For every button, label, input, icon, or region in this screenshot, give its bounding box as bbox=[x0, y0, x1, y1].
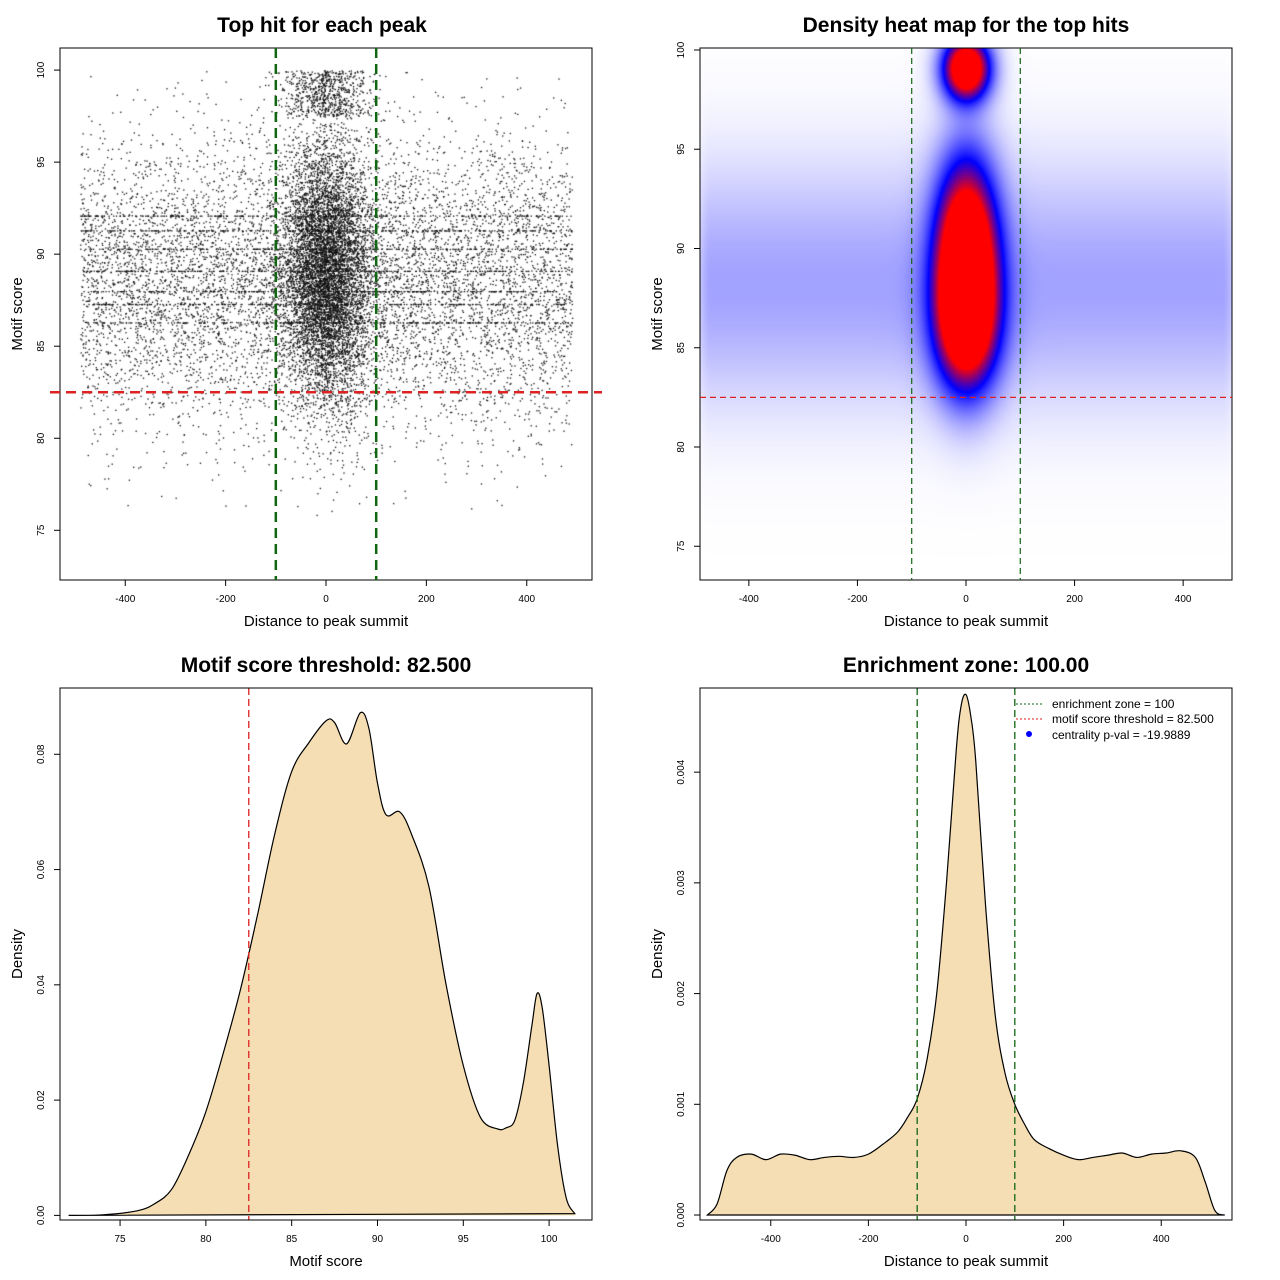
score-density-x-tick-label: 90 bbox=[372, 1234, 384, 1245]
scatter-plot-area bbox=[60, 48, 592, 580]
distance-density-x-tick-label: 400 bbox=[1153, 1234, 1170, 1245]
legend-enrichment-zone-label: enrichment zone = 100 bbox=[1052, 697, 1175, 711]
score-density-curve bbox=[68, 711, 576, 1216]
heatmap-x-tick-label: -200 bbox=[847, 594, 867, 605]
legend-score-threshold-label: motif score threshold = 82.500 bbox=[1052, 712, 1214, 726]
score-density-y-tick-label: 0.00 bbox=[36, 1205, 47, 1225]
distance-density-legend: enrichment zone = 100 motif score thresh… bbox=[1016, 697, 1214, 742]
distance-density-y-tick-label: 0.001 bbox=[676, 1091, 687, 1116]
distance-density-area bbox=[707, 694, 1225, 1216]
score-density-panel: Motif score threshold: 82.500 75 80 85 90 95… bbox=[9, 654, 593, 1270]
distance-density-y-tick-label: 0.004 bbox=[676, 759, 687, 784]
heatmap-x-tick-label: 200 bbox=[1066, 594, 1083, 605]
scatter-y-tick-label: 90 bbox=[36, 248, 47, 260]
score-density-x-tick-label: 85 bbox=[286, 1234, 298, 1245]
scatter-y-axis-label: Motif score bbox=[9, 277, 26, 350]
score-density-y-tick-label: 0.06 bbox=[36, 859, 47, 879]
heatmap-y-tick-label: 80 bbox=[676, 441, 687, 453]
distance-density-title: Enrichment zone: 100.00 bbox=[843, 654, 1089, 677]
score-density-frame bbox=[59, 687, 593, 1221]
heatmap-x-tick-label: 400 bbox=[1175, 594, 1192, 605]
scatter-y-tick-label: 75 bbox=[36, 524, 47, 536]
heatmap-y-tick-label: 90 bbox=[676, 242, 687, 254]
heatmap-panel: Density heat map for the top hits -400 -2… bbox=[649, 14, 1233, 630]
scatter-x-axis-label: Distance to peak summit bbox=[244, 613, 409, 630]
legend-pval-label: centrality p-val = -19.9889 bbox=[1052, 728, 1191, 742]
scatter-y-tick-label: 80 bbox=[36, 432, 47, 444]
score-density-x-tick-label: 75 bbox=[115, 1234, 127, 1245]
distance-density-curve bbox=[705, 693, 1225, 1216]
distance-density-x-axis-label: Distance to peak summit bbox=[884, 1253, 1049, 1270]
score-density-y-axis-label: Density bbox=[9, 928, 26, 979]
distance-density-x-tick-label: 0 bbox=[963, 1234, 969, 1245]
scatter-x-tick-label: 400 bbox=[518, 594, 535, 605]
heatmap-title: Density heat map for the top hits bbox=[803, 14, 1130, 37]
score-density-y-tick-label: 0.02 bbox=[36, 1090, 47, 1110]
heatmap-x-axis-label: Distance to peak summit bbox=[884, 613, 1049, 630]
heatmap-y-axis-label: Motif score bbox=[649, 277, 666, 350]
distance-density-y-tick-label: 0.003 bbox=[676, 870, 687, 895]
distance-density-y-tick-label: 0.000 bbox=[676, 1202, 687, 1227]
scatter-x-tick-label: 200 bbox=[418, 594, 435, 605]
heatmap-y-tick-label: 100 bbox=[676, 41, 687, 58]
distance-density-y-axis-label: Density bbox=[649, 928, 666, 979]
score-density-y-tick-label: 0.08 bbox=[36, 744, 47, 764]
score-density-y-tick-label: 0.04 bbox=[36, 975, 47, 995]
scatter-x-tick-label: -200 bbox=[216, 594, 236, 605]
distance-density-x-tick-label: -400 bbox=[761, 1234, 781, 1245]
heatmap-x-tick-label: -400 bbox=[739, 594, 759, 605]
distance-density-y-tick-label: 0.002 bbox=[676, 981, 687, 1006]
heatmap-y-tick-label: 85 bbox=[676, 342, 687, 354]
scatter-x-tick-label: -400 bbox=[115, 594, 135, 605]
scatter-panel: Top hit for each peak -400 -200 0 200 400 75 8… bbox=[9, 14, 602, 630]
scatter-x-tick-label: 0 bbox=[323, 594, 329, 605]
heatmap-y-tick-label: 75 bbox=[676, 540, 687, 552]
distance-density-x-tick-label: -200 bbox=[858, 1234, 878, 1245]
scatter-title: Top hit for each peak bbox=[217, 14, 427, 37]
legend-pval-swatch bbox=[1026, 731, 1032, 737]
distance-density-panel: Enrichment zone: 100.00 -400 -200 0 200 400 0… bbox=[649, 654, 1233, 1270]
score-density-x-tick-label: 100 bbox=[541, 1234, 558, 1245]
distance-density-x-tick-label: 200 bbox=[1055, 1234, 1072, 1245]
score-density-area bbox=[68, 712, 575, 1216]
score-density-title: Motif score threshold: 82.500 bbox=[181, 654, 472, 677]
scatter-y-tick-label: 100 bbox=[36, 61, 47, 78]
scatter-y-tick-label: 85 bbox=[36, 340, 47, 352]
score-density-x-tick-label: 80 bbox=[200, 1234, 212, 1245]
heatmap-x-tick-label: 0 bbox=[963, 594, 969, 605]
scatter-y-tick-label: 95 bbox=[36, 156, 47, 168]
score-density-x-tick-label: 95 bbox=[458, 1234, 470, 1245]
heatmap-y-tick-label: 95 bbox=[676, 143, 687, 155]
score-density-x-axis-label: Motif score bbox=[289, 1253, 362, 1270]
heatmap-plot-area bbox=[700, 48, 1232, 580]
